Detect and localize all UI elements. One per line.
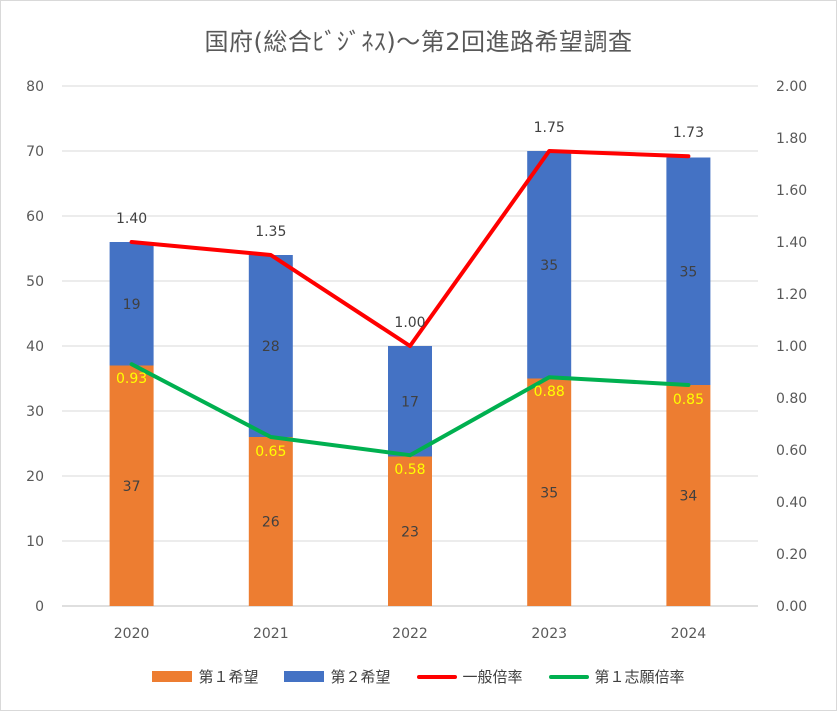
legend-label-second-choice: 第２希望 bbox=[330, 668, 391, 686]
left-axis-tick-label: 0 bbox=[35, 599, 44, 615]
legend-item-first-choice-ratio: 第１志願倍率 bbox=[548, 666, 685, 687]
right-axis-tick-label: 0.80 bbox=[776, 391, 807, 407]
right-axis-tick-label: 2.00 bbox=[776, 79, 807, 95]
line-general-ratio bbox=[129, 149, 691, 348]
data-label-general-ratio: 1.35 bbox=[255, 224, 286, 240]
bar-label-second-choice: 19 bbox=[123, 297, 141, 313]
data-label-first-choice-ratio: 0.85 bbox=[673, 392, 704, 408]
bar-second-choice bbox=[527, 151, 572, 379]
legend-item-second-choice: 第２希望 bbox=[284, 666, 391, 687]
bar-second-choice bbox=[388, 346, 432, 457]
x-axis-tick-label: 2024 bbox=[671, 626, 707, 642]
data-label-first-choice-ratio: 0.65 bbox=[255, 444, 286, 460]
legend-label-first-choice-ratio: 第１志願倍率 bbox=[594, 668, 685, 686]
bar-second-choice bbox=[666, 157, 711, 385]
left-axis-tick-label: 10 bbox=[26, 534, 44, 550]
bar-first-choice bbox=[527, 378, 572, 606]
x-axis-tick-label: 2021 bbox=[253, 626, 289, 642]
right-axis-tick-label: 1.80 bbox=[776, 131, 807, 147]
right-axis-tick-label: 1.40 bbox=[776, 235, 807, 251]
bar-second-choice bbox=[109, 242, 154, 366]
bar-label-first-choice: 23 bbox=[401, 524, 419, 540]
bar-label-first-choice: 37 bbox=[123, 479, 141, 495]
x-axis-tick-label: 2023 bbox=[531, 626, 567, 642]
right-axis-tick-label: 0.00 bbox=[776, 599, 807, 615]
bar-label-second-choice: 35 bbox=[540, 258, 558, 274]
data-label-general-ratio: 1.75 bbox=[534, 120, 565, 136]
right-axis-tick-label: 0.20 bbox=[776, 547, 807, 563]
legend-item-first-choice: 第１希望 bbox=[152, 666, 258, 687]
legend-swatch-general-ratio bbox=[416, 674, 457, 679]
left-axis-tick-label: 80 bbox=[26, 79, 44, 95]
right-axis-tick-label: 1.00 bbox=[776, 339, 807, 355]
chart-legend: 第１希望 第２希望 一般倍率 第１志願倍率 bbox=[0, 666, 837, 687]
left-axis-tick-label: 50 bbox=[26, 274, 44, 290]
bar-label-second-choice: 35 bbox=[679, 264, 697, 280]
left-axis-tick-label: 20 bbox=[26, 469, 44, 485]
legend-swatch-first-choice bbox=[152, 671, 193, 682]
right-axis-tick-label: 0.60 bbox=[776, 443, 807, 459]
data-label-general-ratio: 1.73 bbox=[673, 125, 704, 141]
bar-first-choice bbox=[109, 365, 154, 606]
data-label-first-choice-ratio: 0.93 bbox=[116, 371, 147, 387]
left-axis-tick-label: 30 bbox=[26, 404, 44, 420]
bar-label-first-choice: 26 bbox=[262, 515, 280, 531]
bar-first-choice bbox=[248, 437, 293, 606]
chart-title: 国府(総合ﾋﾞｼﾞﾈｽ)～第2回進路希望調査 bbox=[204, 28, 633, 56]
line-first-choice-ratio bbox=[129, 362, 691, 458]
left-axis-tick-label: 40 bbox=[26, 339, 44, 355]
right-axis-tick-label: 0.40 bbox=[776, 495, 807, 511]
x-axis-tick-label: 2022 bbox=[392, 626, 428, 642]
data-label-first-choice-ratio: 0.88 bbox=[534, 384, 565, 400]
data-label-general-ratio: 1.40 bbox=[116, 211, 147, 227]
bar-label-first-choice: 35 bbox=[540, 485, 558, 501]
legend-item-general-ratio: 一般倍率 bbox=[416, 666, 523, 687]
bar-label-first-choice: 34 bbox=[679, 489, 697, 505]
legend-label-general-ratio: 一般倍率 bbox=[462, 668, 523, 686]
right-axis-tick-label: 1.20 bbox=[776, 287, 807, 303]
bar-first-choice bbox=[388, 456, 432, 606]
bar-first-choice bbox=[666, 385, 711, 606]
left-axis-tick-label: 60 bbox=[26, 209, 44, 225]
bar-label-second-choice: 17 bbox=[401, 394, 419, 410]
bar-label-second-choice: 28 bbox=[262, 339, 280, 355]
legend-label-first-choice: 第１希望 bbox=[198, 668, 259, 686]
right-axis-tick-label: 1.60 bbox=[776, 183, 807, 199]
left-axis-tick-label: 70 bbox=[26, 144, 44, 160]
legend-swatch-second-choice bbox=[284, 671, 325, 682]
bar-second-choice bbox=[248, 255, 293, 437]
data-label-general-ratio: 1.00 bbox=[394, 315, 425, 331]
data-label-first-choice-ratio: 0.58 bbox=[394, 462, 425, 478]
legend-swatch-first-choice-ratio bbox=[548, 674, 589, 679]
x-axis-tick-label: 2020 bbox=[114, 626, 150, 642]
